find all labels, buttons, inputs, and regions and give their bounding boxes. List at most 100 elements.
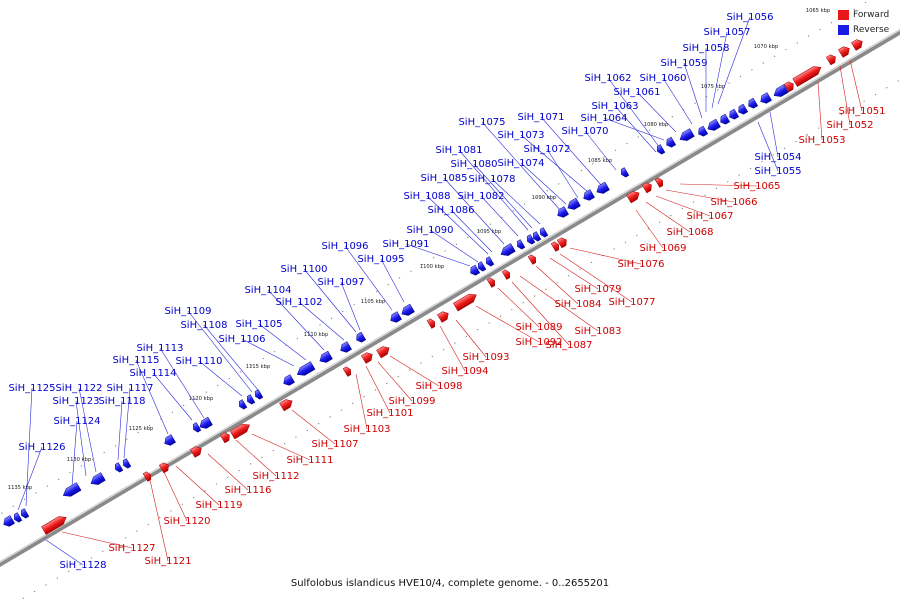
forward-gene <box>641 182 652 194</box>
reverse-leader-line <box>152 372 193 421</box>
forward-leader-line <box>665 189 735 203</box>
reverse-gene <box>477 261 487 272</box>
forward-gene <box>158 462 169 474</box>
reverse-gene <box>485 256 495 267</box>
reverse-gene-label: SiH_1106 <box>218 334 265 345</box>
reverse-leader-line <box>267 289 325 351</box>
reverse-gene-label: SiH_1125 <box>8 383 55 394</box>
forward-gene <box>453 293 477 312</box>
forward-leader-line <box>559 253 633 303</box>
forward-gene-label: SiH_1093 <box>462 352 509 363</box>
forward-gene-label: SiH_1066 <box>710 197 757 208</box>
reverse-gene-label: SiH_1091 <box>382 239 429 250</box>
forward-gene-label: SiH_1052 <box>826 120 873 131</box>
genome-backbone <box>0 29 900 567</box>
reverse-leader-line <box>546 148 579 199</box>
reverse-gene <box>620 167 630 178</box>
reverse-gene-label: SiH_1074 <box>497 158 544 169</box>
reverse-gene-label: SiH_1123 <box>52 396 99 407</box>
reverse-gene-label: SiH_1110 <box>175 356 222 367</box>
reverse-gene-label: SiH_1108 <box>180 320 227 331</box>
tick-label: 1100 kbp <box>420 264 445 270</box>
reverse-leader-line <box>187 310 253 393</box>
reverse-gene <box>390 311 402 323</box>
forward-leader-line <box>849 59 863 112</box>
forward-leader-line <box>207 453 249 491</box>
reverse-gene <box>470 264 481 276</box>
forward-gene-label: SiH_1103 <box>343 424 390 435</box>
forward-leader-line <box>149 479 169 562</box>
tick-label: 1120 kbp <box>189 396 214 402</box>
reverse-leader-line <box>757 121 779 172</box>
reverse-gene-label: SiH_1057 <box>703 27 750 38</box>
forward-gene <box>361 352 373 364</box>
reverse-gene <box>199 416 213 429</box>
reverse-leader-line <box>78 387 97 473</box>
reverse-gene-label: SiH_1114 <box>129 368 176 379</box>
forward-gene-label: SiH_1107 <box>311 439 358 450</box>
reverse-gene-label: SiH_1097 <box>317 277 364 288</box>
forward-leader-line <box>377 361 413 402</box>
forward-gene <box>486 277 496 288</box>
forward-gene-label: SiH_1101 <box>366 408 413 419</box>
reverse-gene <box>720 113 731 125</box>
reverse-gene <box>296 361 316 376</box>
forward-leader-line <box>535 265 579 305</box>
reverse-gene-label: SiH_1064 <box>580 113 627 124</box>
reverse-leader-line <box>117 400 123 461</box>
reverse-leader-line <box>717 16 751 105</box>
forward-leader-line <box>511 281 570 346</box>
tick-label: 1095 kbp <box>477 229 502 235</box>
forward-leader-line <box>365 365 391 414</box>
reverse-gene-label: SiH_1095 <box>357 254 404 265</box>
tick-label: 1115 kbp <box>246 364 271 370</box>
reverse-gene <box>656 144 666 155</box>
reverse-gene-label: SiH_1055 <box>754 166 801 177</box>
reverse-gene-label: SiH_1060 <box>639 73 686 84</box>
tick-label: 1075 kbp <box>701 84 726 90</box>
forward-gene <box>556 237 567 249</box>
forward-gene-label: SiH_1053 <box>798 135 845 146</box>
reverse-leader-line <box>636 91 677 133</box>
forward-gene-label: SiH_1051 <box>838 106 885 117</box>
forward-gene <box>437 311 449 323</box>
reverse-gene <box>760 92 772 104</box>
reverse-gene <box>238 399 248 410</box>
reverse-leader-line <box>450 209 493 253</box>
reverse-gene-label: SiH_1062 <box>584 73 631 84</box>
reverse-gene <box>401 303 415 316</box>
forward-gene <box>783 81 794 93</box>
forward-leader-line <box>175 465 220 506</box>
forward-gene-label: SiH_1121 <box>144 556 191 567</box>
forward-leader-line <box>455 319 487 358</box>
reverse-gene <box>738 103 749 115</box>
reverse-gene-label: SiH_1105 <box>235 319 282 330</box>
forward-leader-line <box>569 247 642 265</box>
reverse-gene <box>246 394 256 405</box>
reverse-gene <box>526 234 536 245</box>
forward-gene <box>279 399 293 412</box>
forward-gene-label: SiH_1069 <box>639 243 686 254</box>
forward-gene <box>851 39 863 51</box>
forward-leader-line <box>817 81 823 141</box>
reverse-leader-line <box>75 400 87 477</box>
forward-leader-line <box>251 433 311 461</box>
reverse-leader-line <box>481 121 561 211</box>
reverse-gene-label: SiH_1071 <box>517 112 564 123</box>
reverse-gene-label: SiH_1115 <box>112 355 159 366</box>
reverse-gene-label: SiH_1128 <box>59 560 106 571</box>
reverse-gene-label: SiH_1054 <box>754 152 801 163</box>
forward-gene-label: SiH_1120 <box>163 516 210 527</box>
reverse-gene-label: SiH_1088 <box>403 191 450 202</box>
reverse-leader-line <box>258 323 307 361</box>
reverse-leader-line <box>480 195 519 237</box>
reverse-gene <box>62 482 82 497</box>
forward-gene-label: SiH_1077 <box>608 297 655 308</box>
reverse-leader-line <box>17 446 43 511</box>
forward-leader-line <box>635 209 664 249</box>
reverse-leader-line <box>614 105 657 153</box>
reverse-gene <box>114 462 124 473</box>
map-caption: Sulfolobus islandicus HVE10/4, complete … <box>290 578 610 589</box>
reverse-gene <box>3 515 15 527</box>
reverse-gene <box>192 422 202 433</box>
